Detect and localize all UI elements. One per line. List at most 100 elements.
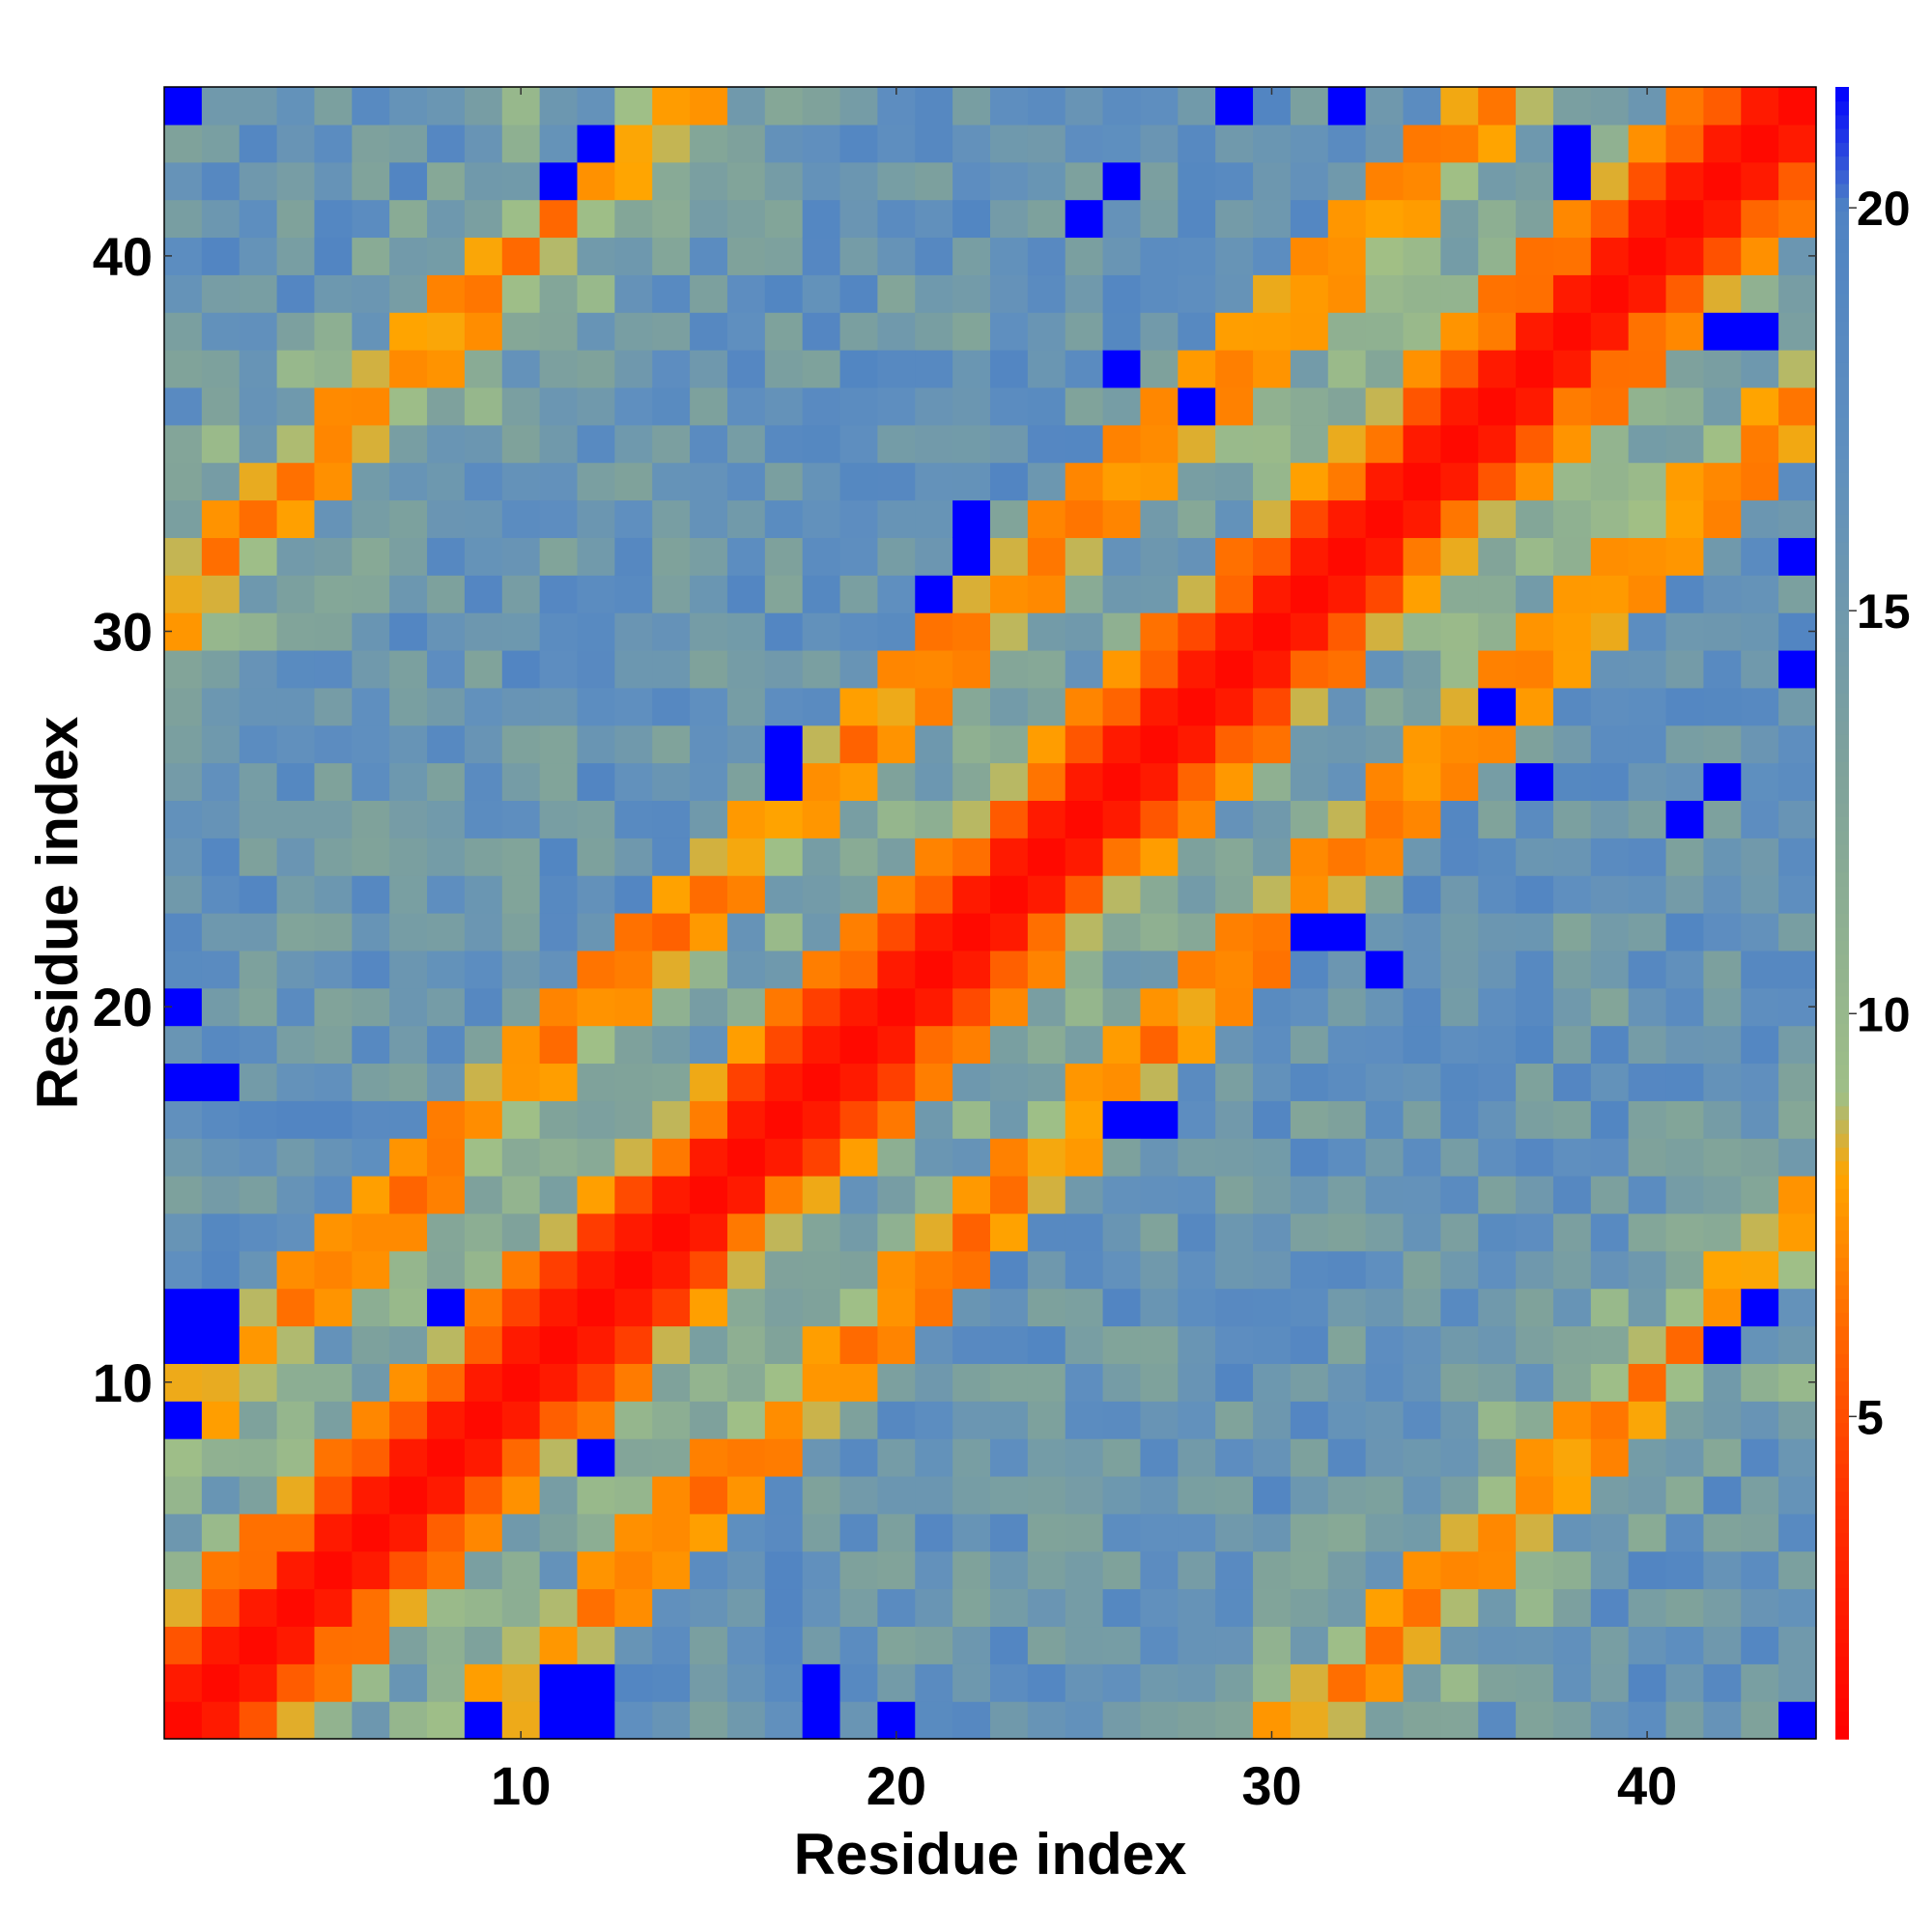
heatmap-cell xyxy=(726,1100,766,1139)
heatmap-cell xyxy=(276,1288,316,1327)
heatmap-cell xyxy=(1516,1701,1554,1740)
heatmap-cell xyxy=(1741,987,1779,1027)
heatmap-cell xyxy=(164,1176,203,1214)
heatmap-cell xyxy=(1590,1401,1630,1439)
heatmap-cell xyxy=(239,1438,278,1477)
heatmap-cell xyxy=(1065,199,1104,239)
heatmap-cell xyxy=(577,199,615,239)
heatmap-cell xyxy=(201,649,241,689)
heatmap-cell xyxy=(1253,537,1292,576)
heatmap-cell xyxy=(1140,499,1179,538)
heatmap-cell xyxy=(464,87,503,126)
colorbar-segment xyxy=(1835,1477,1849,1492)
heatmap-cell xyxy=(614,386,653,426)
heatmap-cell xyxy=(1665,950,1705,989)
heatmap-cell xyxy=(1703,762,1742,802)
heatmap-cell xyxy=(352,499,390,538)
heatmap-cell xyxy=(352,274,390,313)
heatmap-cell xyxy=(652,537,691,576)
heatmap-cell xyxy=(764,913,804,952)
heatmap-cell xyxy=(1140,537,1179,576)
heatmap-cell xyxy=(1215,800,1254,838)
heatmap-cell xyxy=(164,424,203,464)
heatmap-cell xyxy=(201,950,241,989)
heatmap-cell xyxy=(1741,649,1779,689)
heatmap-cell xyxy=(1516,386,1554,426)
colorbar-segment xyxy=(1835,334,1849,350)
heatmap-cell xyxy=(1102,199,1142,239)
heatmap-cell xyxy=(690,1626,728,1664)
heatmap-cell xyxy=(1140,687,1179,726)
heatmap-cell xyxy=(239,1701,278,1740)
heatmap-cell xyxy=(314,87,353,126)
heatmap-cell xyxy=(1478,1438,1517,1477)
heatmap-cell xyxy=(501,1025,541,1065)
x-axis-ticks: 10 20 30 40 xyxy=(491,87,1677,1816)
heatmap-cell xyxy=(1253,800,1292,838)
heatmap-cell xyxy=(1741,1513,1779,1552)
heatmap-cell xyxy=(690,1212,728,1252)
heatmap-cell xyxy=(1253,1212,1292,1252)
heatmap-cell xyxy=(1590,1325,1630,1364)
heatmap-cell xyxy=(990,987,1029,1027)
heatmap-cell xyxy=(164,312,203,351)
x-tick-label: 40 xyxy=(1617,1755,1677,1816)
heatmap-cell xyxy=(1140,612,1179,651)
colorbar-segment xyxy=(1835,1147,1849,1162)
heatmap-cell xyxy=(577,1626,615,1664)
heatmap-cell xyxy=(314,462,353,501)
heatmap-cell xyxy=(1628,1626,1667,1664)
heatmap-cell xyxy=(952,537,991,576)
heatmap-cell xyxy=(877,1626,916,1664)
heatmap-cell xyxy=(1178,161,1216,201)
colorbar-segment xyxy=(1835,1353,1849,1369)
heatmap-cell xyxy=(352,800,390,838)
heatmap-cell xyxy=(839,386,879,426)
heatmap-cell xyxy=(501,424,541,464)
heatmap-cell xyxy=(577,499,615,538)
heatmap-cell xyxy=(1178,386,1216,426)
heatmap-cell xyxy=(652,1138,691,1177)
heatmap-cell xyxy=(614,274,653,313)
heatmap-cell xyxy=(1102,537,1142,576)
heatmap-cell xyxy=(1478,1626,1517,1664)
heatmap-cell xyxy=(1290,950,1329,989)
heatmap-cell xyxy=(501,386,541,426)
heatmap-cell xyxy=(1703,838,1742,876)
heatmap-cell xyxy=(239,199,278,239)
colorbar-segment xyxy=(1835,1367,1849,1382)
heatmap-cell xyxy=(1027,1701,1066,1740)
heatmap-cell xyxy=(1290,1438,1329,1477)
heatmap-cell xyxy=(802,762,841,802)
heatmap-cell xyxy=(1516,499,1554,538)
heatmap-cell xyxy=(1628,1663,1667,1702)
heatmap-cell xyxy=(1741,1363,1779,1402)
heatmap-cell xyxy=(1027,800,1066,838)
colorbar-segment xyxy=(1835,1629,1849,1644)
colorbar-segment xyxy=(1835,638,1849,653)
heatmap-cell xyxy=(501,1100,541,1139)
heatmap-cell xyxy=(1253,1100,1292,1139)
heatmap-cell xyxy=(1440,1025,1479,1065)
heatmap-cell xyxy=(501,1176,541,1214)
heatmap-cell xyxy=(464,499,503,538)
heatmap-cell xyxy=(1365,1025,1405,1065)
heatmap-cell xyxy=(577,386,615,426)
heatmap-cell xyxy=(1478,987,1517,1027)
heatmap-cell xyxy=(239,312,278,351)
heatmap-cell xyxy=(276,1325,316,1364)
heatmap-cell xyxy=(239,161,278,201)
heatmap-cell xyxy=(1102,1063,1142,1101)
heatmap-cell xyxy=(352,724,390,764)
heatmap-cell xyxy=(276,237,316,275)
heatmap-cell xyxy=(1327,1250,1367,1290)
heatmap-cell xyxy=(276,462,316,501)
heatmap-cell xyxy=(726,724,766,764)
heatmap-cell xyxy=(314,913,353,952)
heatmap-cell xyxy=(201,838,241,876)
heatmap-cell xyxy=(1065,612,1104,651)
heatmap-cell xyxy=(1140,1363,1179,1402)
heatmap-cell xyxy=(726,1250,766,1290)
heatmap-cell xyxy=(1215,950,1254,989)
heatmap-cell xyxy=(952,1025,991,1065)
